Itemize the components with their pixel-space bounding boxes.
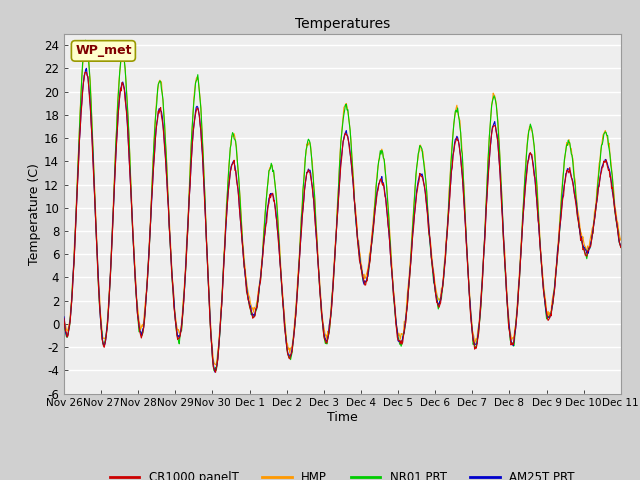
Legend: CR1000 panelT, HMP, NR01 PRT, AM25T PRT: CR1000 panelT, HMP, NR01 PRT, AM25T PRT xyxy=(105,466,580,480)
Text: WP_met: WP_met xyxy=(75,44,132,58)
Title: Temperatures: Temperatures xyxy=(295,17,390,31)
Y-axis label: Temperature (C): Temperature (C) xyxy=(28,163,42,264)
X-axis label: Time: Time xyxy=(327,411,358,424)
